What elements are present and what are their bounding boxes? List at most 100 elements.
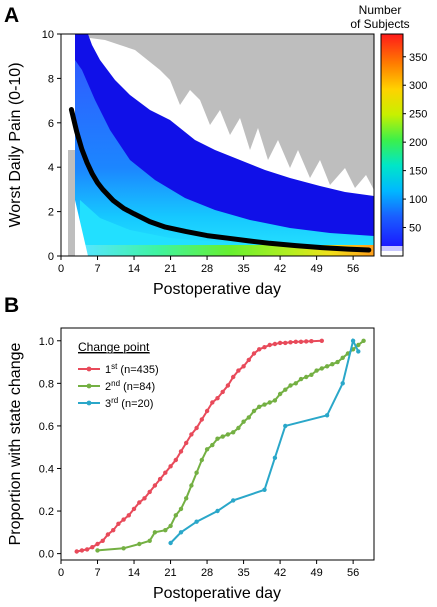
x-tick-label-b-4: 28 <box>201 567 213 579</box>
colorbar-tick-label-0: 50 <box>409 223 421 235</box>
point-1-8 <box>116 521 121 526</box>
colorbar-tick-label-3: 200 <box>409 137 427 149</box>
point-1-37 <box>267 342 272 348</box>
x-tick-label-a-5: 35 <box>237 263 249 275</box>
point-1-13 <box>142 496 147 501</box>
x-axis-label-b: Postoperative day <box>153 585 281 602</box>
x-tick-label-a-0: 0 <box>58 263 64 275</box>
y-tick-label-a-4: 8 <box>48 73 54 85</box>
point-1-36 <box>262 345 267 350</box>
x-tick-label-a-7: 49 <box>310 263 322 275</box>
point-1-29 <box>225 383 231 388</box>
point-1-21 <box>184 440 189 446</box>
legend-label-2: 2nd (n=84) <box>105 379 155 393</box>
colorbar-zero-cell <box>381 251 403 256</box>
point-1-4 <box>95 541 100 547</box>
point-1-19 <box>173 457 178 463</box>
y-tick-label-b-1: 0.2 <box>39 506 54 518</box>
point-2-33 <box>309 372 314 377</box>
point-1-2 <box>84 547 90 552</box>
point-1-40 <box>283 340 288 346</box>
point-2-37 <box>330 362 335 367</box>
point-1-16 <box>157 476 163 482</box>
legend-item-1: 1st (n=435) <box>78 362 159 376</box>
x-tick-label-b-2: 14 <box>128 567 140 579</box>
point-1-15 <box>152 483 158 488</box>
y-tick-label-b-0: 0.0 <box>39 549 54 561</box>
point-3-4 <box>231 498 236 503</box>
x-tick-label-b-8: 56 <box>347 567 359 579</box>
series-3 <box>168 337 361 546</box>
point-2-35 <box>319 366 324 371</box>
point-1-22 <box>189 432 194 437</box>
y-axis-b: 0.0 0.2 0.4 0.6 0.8 1.0 <box>39 336 61 561</box>
point-2-25 <box>267 400 272 405</box>
x-tick-label-a-1: 7 <box>94 263 100 275</box>
point-2-4 <box>152 530 158 535</box>
point-2-42 <box>356 342 361 348</box>
point-2-0 <box>95 548 100 553</box>
point-1-38 <box>272 341 278 347</box>
x-tick-label-b-7: 49 <box>310 567 322 579</box>
legend-b: Change point 1st (n=435) 2nd (n=84) 3rd (n… <box>78 340 159 410</box>
point-2-10 <box>189 483 194 488</box>
point-3-1 <box>178 530 184 535</box>
y-tick-label-b-3: 0.6 <box>39 421 54 433</box>
point-1-33 <box>246 357 251 363</box>
point-1-44 <box>304 339 309 344</box>
colorbar-tick-label-2: 150 <box>409 166 427 178</box>
point-1-34 <box>251 351 257 356</box>
point-2-3 <box>147 538 152 543</box>
point-2-27 <box>277 391 283 397</box>
series-2 <box>95 338 366 553</box>
x-tick-label-b-0: 0 <box>58 567 64 579</box>
point-2-6 <box>168 523 173 529</box>
point-1-42 <box>293 339 298 344</box>
plot-a-frame <box>60 33 375 257</box>
point-3-8 <box>324 413 330 418</box>
point-2-20 <box>241 419 246 424</box>
point-1-6 <box>105 532 111 537</box>
point-2-12 <box>199 457 204 463</box>
point-2-8 <box>178 506 184 512</box>
point-2-30 <box>293 381 298 386</box>
x-tick-label-a-2: 14 <box>128 263 140 275</box>
point-2-34 <box>314 368 319 373</box>
point-1-46 <box>319 338 324 343</box>
x-axis-a: 0 7 14 21 28 35 42 49 56 <box>58 256 359 275</box>
point-1-30 <box>231 374 236 380</box>
point-1-9 <box>121 517 126 522</box>
x-axis-b: 0 7 14 21 28 35 42 49 56 <box>58 560 359 579</box>
y-tick-label-a-1: 2 <box>48 207 54 219</box>
point-2-43 <box>361 338 366 343</box>
colorbar-gradient <box>381 34 403 246</box>
x-axis-label-a: Postoperative day <box>153 281 281 298</box>
point-2-14 <box>210 442 215 448</box>
point-2-7 <box>173 513 178 518</box>
series-b <box>74 337 366 554</box>
point-2-32 <box>304 374 309 380</box>
y-tick-label-b-4: 0.8 <box>39 378 54 390</box>
point-2-23 <box>257 404 262 409</box>
density-mid <box>75 60 374 256</box>
x-tick-label-a-6: 42 <box>274 263 286 275</box>
point-3-11 <box>356 349 361 354</box>
early-days-edge-2 <box>75 200 88 256</box>
point-1-1 <box>79 548 85 553</box>
point-2-36 <box>324 364 330 369</box>
point-1-31 <box>236 368 241 373</box>
legend-item-2: 2nd (n=84) <box>78 379 155 393</box>
colorbar-frame <box>380 33 404 257</box>
y-tick-label-a-5: 10 <box>42 29 54 41</box>
colorbar-title-line2: of Subjects <box>350 17 409 31</box>
x-tick-label-b-1: 7 <box>94 567 100 579</box>
series-line-3 <box>169 337 360 544</box>
x-tick-label-a-8: 56 <box>347 263 359 275</box>
colorbar-bottom-cell <box>381 246 403 251</box>
x-tick-label-a-3: 21 <box>164 263 176 275</box>
plot-b-frame <box>60 327 375 561</box>
point-2-26 <box>272 398 278 403</box>
point-2-39 <box>340 355 345 360</box>
point-2-28 <box>283 387 288 392</box>
